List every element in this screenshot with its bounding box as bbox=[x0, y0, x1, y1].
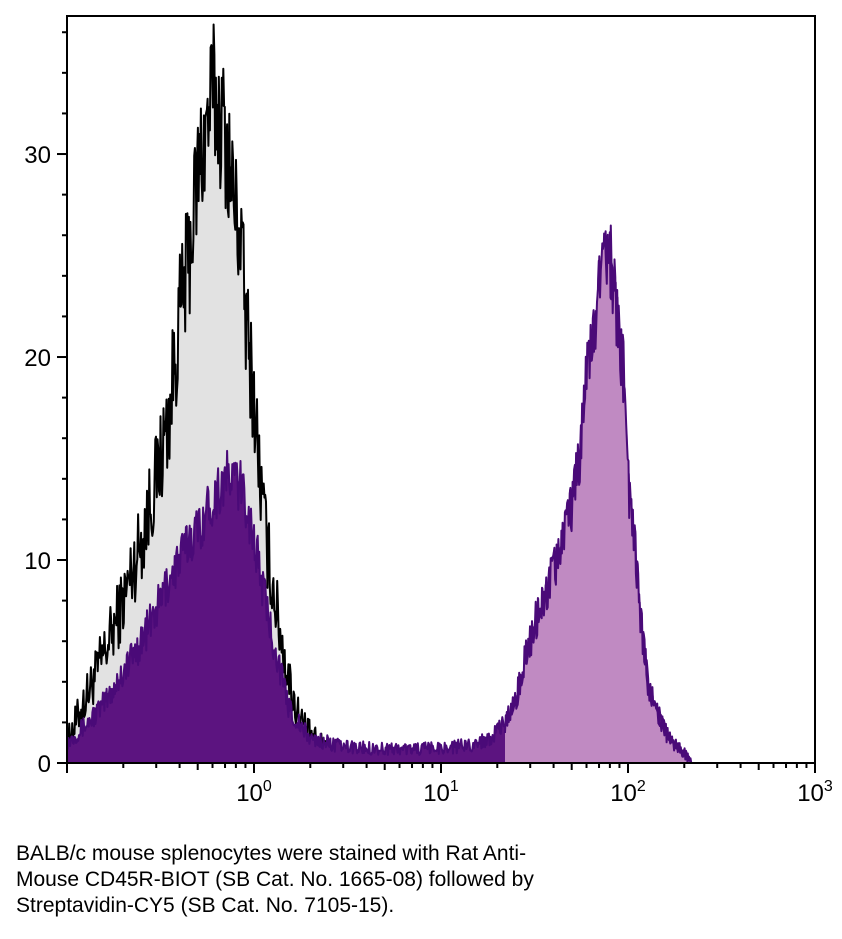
x-tick-label: 103 bbox=[797, 778, 833, 807]
caption-line-3: Streptavidin-CY5 (SB Cat. No. 7105-15). bbox=[16, 894, 395, 917]
series-2-area bbox=[505, 232, 692, 763]
x-tick-base: 10 bbox=[236, 780, 263, 807]
y-tick-label: 20 bbox=[24, 345, 51, 372]
x-tick-base: 10 bbox=[610, 780, 637, 807]
figure-caption: BALB/c mouse splenocytes were stained wi… bbox=[16, 841, 816, 919]
histogram-series-layer bbox=[67, 23, 693, 763]
x-tick-exponent: 3 bbox=[824, 778, 833, 795]
x-tick-exponent: 0 bbox=[263, 778, 272, 795]
x-tick-exponent: 2 bbox=[637, 778, 646, 795]
y-tick-label: 30 bbox=[24, 142, 51, 169]
x-tick-label: 102 bbox=[610, 778, 646, 807]
x-tick-base: 10 bbox=[797, 780, 824, 807]
x-tick-base: 10 bbox=[423, 780, 450, 807]
x-tick-label: 100 bbox=[236, 778, 272, 807]
caption-line-2: Mouse CD45R-BIOT (SB Cat. No. 1665-08) f… bbox=[16, 868, 534, 891]
x-tick-exponent: 1 bbox=[450, 778, 459, 795]
x-tick-label: 101 bbox=[423, 778, 459, 807]
caption-line-1: BALB/c mouse splenocytes were stained wi… bbox=[16, 842, 527, 865]
y-tick-label: 10 bbox=[24, 548, 51, 575]
series-2-outline bbox=[504, 231, 693, 763]
y-tick-label: 0 bbox=[38, 751, 51, 778]
